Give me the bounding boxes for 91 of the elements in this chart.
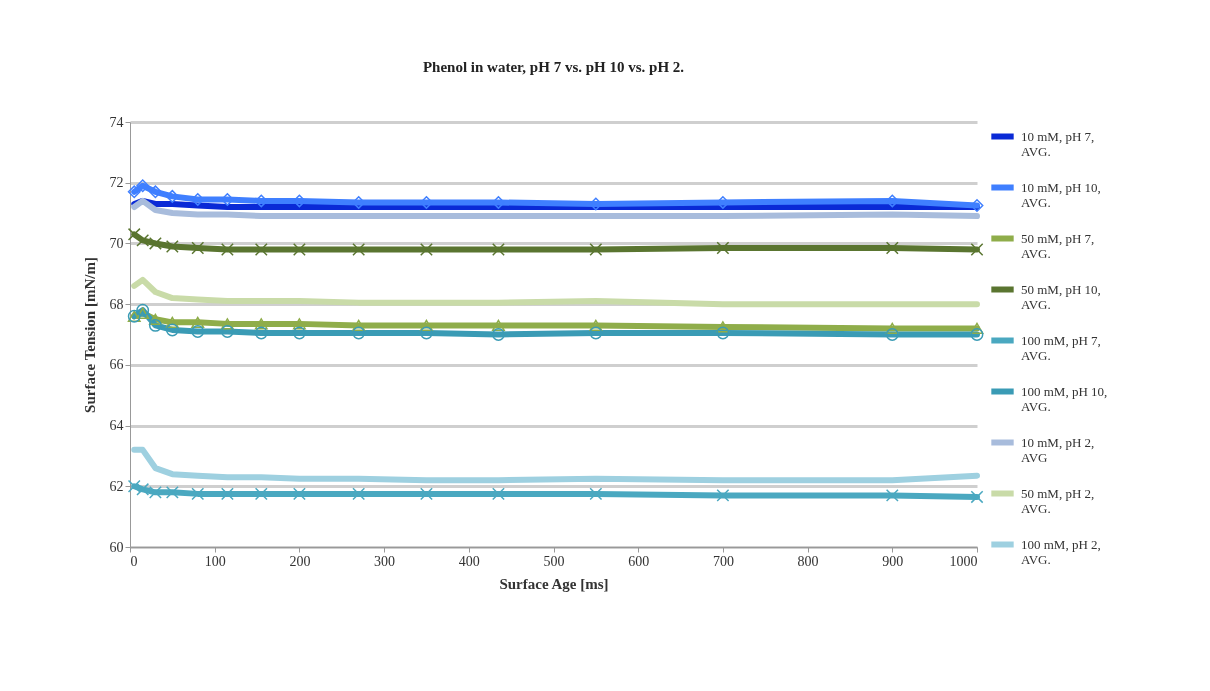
point [191,325,205,338]
point [491,487,505,501]
legend-label: 50 mM, pH 10, AVG. [1021,281,1101,312]
x-tick-label: 500 [543,553,565,569]
point [352,319,366,332]
x-tick-label: 100 [204,553,226,569]
y-tick-label: 62 [109,478,124,494]
point [165,189,179,203]
point [254,326,268,340]
point [220,318,234,330]
point [148,236,162,250]
x-tick-label: 300 [374,553,396,569]
legend-label: 50 mM, pH 2, AVG. [1021,485,1095,516]
point [254,243,268,256]
point [136,307,150,319]
point [716,488,730,502]
point [127,227,141,241]
legend-label: 50 mM, pH 7, AVG. [1021,230,1095,261]
x-tick-label: 600 [628,553,650,569]
point [191,316,205,329]
point [352,487,366,501]
y-tick-label: 60 [109,539,124,555]
point [885,328,899,341]
point [148,318,162,332]
point [970,328,984,341]
point [589,326,603,340]
y-tick-label: 72 [109,175,124,191]
point [191,241,205,255]
y-tick-label: 64 [109,418,124,434]
point [716,241,730,255]
point [191,487,205,501]
legend-label: 100 mM, pH 2, AVG. [1021,536,1101,567]
point [970,243,984,256]
chart-title: Phenol in water, pH 7 vs. pH 10 vs. pH 2. [422,59,685,75]
point [491,319,505,332]
y-tick-label: 68 [109,296,124,312]
point [491,243,505,256]
y-tick-label: 66 [109,357,124,373]
point [292,318,306,330]
point [352,243,366,256]
legend-label: 10 mM, pH 2, AVG [1021,434,1095,465]
point [420,487,433,501]
point [420,326,433,340]
point [254,487,268,501]
point [970,322,984,335]
y-tick-label: 70 [109,235,124,251]
y-tick-label: 74 [109,114,124,130]
point [885,488,899,502]
x-tick-label: 200 [289,553,311,569]
point [165,316,179,329]
point [220,325,234,338]
x-tick-label: 400 [458,553,480,569]
point [491,328,505,341]
point [165,323,179,337]
legend-label: 100 mM, pH 7, AVG. [1021,332,1101,363]
point [352,326,366,340]
legend-label: 100 mM, pH 10, AVG. [1021,383,1108,414]
point [885,322,899,335]
point [148,313,162,326]
point [885,241,899,255]
legend-label: 10 mM, pH 10, AVG. [1021,179,1101,210]
point [136,482,150,496]
point [589,319,603,332]
point [220,243,234,256]
point [292,487,306,501]
x-tick-label: 900 [882,553,904,569]
point [589,243,603,256]
point [165,485,179,499]
x-tick-label: 0 [130,553,138,569]
point [420,319,433,332]
point [420,243,433,256]
x-tick-label: 700 [712,553,734,569]
point [127,185,141,199]
x-axis-title: Surface Age [ms] [499,575,609,592]
point [136,179,150,193]
x-tick-label: 1000 [949,553,978,569]
point [292,243,306,256]
point [254,318,268,330]
point [970,490,984,504]
point [220,487,234,501]
point [716,321,730,333]
point [716,326,730,340]
legend-label: 10 mM, pH 7, AVG. [1021,128,1095,159]
point [589,487,603,501]
y-axis-title: Surface Tension [mN/m] [81,257,98,413]
point [292,326,306,340]
x-tick-label: 800 [797,553,819,569]
point [148,485,162,499]
point [148,185,162,199]
point [165,240,179,253]
point [127,479,141,493]
